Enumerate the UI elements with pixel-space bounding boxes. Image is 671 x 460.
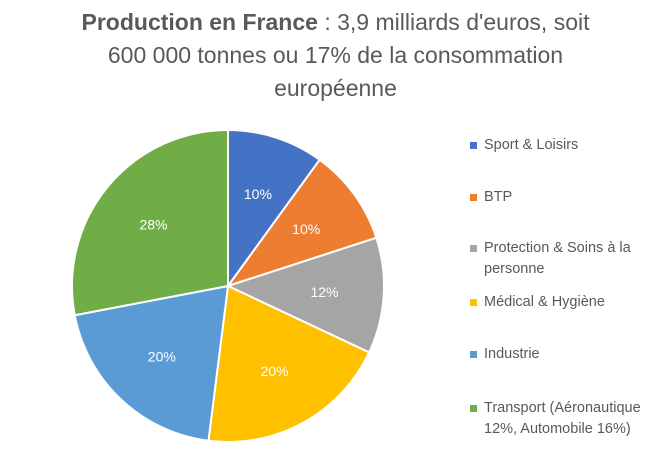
legend-label-4-0: Industrie [484, 346, 540, 362]
legend-item-0: Sport & Loisirs [470, 135, 670, 156]
pie-slice-2 [225, 236, 385, 354]
chart-title-line-3: européenne [274, 75, 397, 101]
chart-title-rest: : 3,9 milliards d'euros, soit [317, 9, 590, 35]
legend-item-1: BTP [470, 187, 670, 208]
pie-slice-label-3: 20% [261, 363, 289, 379]
legend-label-5-0: Transport (Aéronautique [484, 400, 641, 416]
legend-label-2-0: Protection & Soins à la [484, 240, 631, 256]
chart-title-line-2: 600 000 tonnes ou 17% de la consommation [107, 42, 564, 68]
pie-slice-label-2: 12% [310, 284, 338, 300]
chart-title-line-1: Production en France : 3,9 milliards d'e… [0, 6, 671, 39]
legend-swatch-3 [470, 299, 477, 306]
legend-swatch-0 [470, 142, 477, 149]
pie-slice-0 [227, 128, 322, 290]
legend-label-5-1: 12%, Automobile 16%) [484, 421, 631, 437]
legend-item-2: Protection & Soins à la personne [470, 238, 670, 280]
pie-slice-label-0: 10% [244, 186, 272, 202]
legend-swatch-2 [470, 245, 477, 252]
pie-slice-label-5: 28% [139, 216, 167, 232]
pie-slice-3 [207, 284, 371, 443]
chart-title-bold: Production en France [81, 9, 318, 35]
chart-title: Production en France : 3,9 milliards d'e… [0, 6, 671, 105]
pie-slice-5 [71, 128, 229, 317]
pie-slice-label-1: 10% [292, 221, 320, 237]
legend-swatch-1 [470, 194, 477, 201]
legend-swatch-4 [470, 351, 477, 358]
legend-item-4: Industrie [470, 344, 670, 365]
legend-label-2-1: personne [484, 261, 545, 277]
pie-slice-4 [73, 284, 230, 442]
legend-swatch-5 [470, 405, 477, 412]
pie-slice-1 [225, 158, 378, 288]
legend-label-3-0: Médical & Hygiène [484, 294, 605, 310]
legend-item-5: Transport (Aéronautique 12%, Automobile 1… [470, 398, 670, 440]
legend-item-3: Médical & Hygiène [470, 292, 670, 313]
pie-slice-label-4: 20% [148, 349, 176, 365]
legend-label-1-0: BTP [484, 189, 513, 205]
legend-label-0-0: Sport & Loisirs [484, 137, 579, 153]
